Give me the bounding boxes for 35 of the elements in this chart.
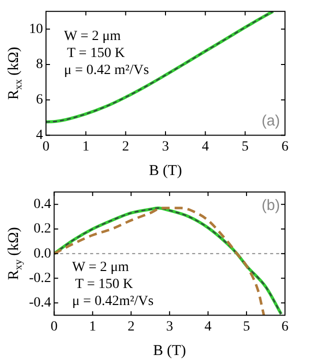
x-tick-label: 3 — [162, 139, 169, 154]
annotation: W = 2 μm — [72, 260, 130, 275]
y-tick-label: 10 — [29, 22, 43, 37]
annotation: μ = 0.42 m²/Vs — [64, 63, 149, 78]
y-tick-label: 0.0 — [34, 246, 52, 262]
x-tick-label: 4 — [204, 319, 212, 334]
annotation: (b) — [262, 197, 280, 214]
y-axis-title: Rxx (kΩ) — [6, 46, 24, 100]
x-tick-label: 1 — [89, 319, 96, 334]
x-tick-label: 4 — [202, 139, 209, 154]
x-tick-label: 6 — [282, 319, 288, 334]
x-tick-label: 0 — [50, 319, 58, 334]
y-tick-label: -0.2 — [28, 270, 52, 286]
x-tick-label: 2 — [122, 139, 130, 154]
x-tick-label: 0 — [42, 139, 50, 154]
x-tick-label: 6 — [282, 139, 288, 154]
x-axis-title: B (T) — [149, 162, 182, 179]
x-tick-label: 5 — [243, 319, 250, 334]
annotation: T = 150 K — [75, 276, 133, 292]
annotation: T = 150 K — [67, 46, 125, 62]
x-tick-label: 5 — [242, 139, 249, 154]
y-tick-label: 0.4 — [34, 196, 52, 212]
y-tick-label: 0.2 — [34, 222, 52, 237]
annotation: μ = 0.42m²/Vs — [72, 294, 154, 309]
x-tick-label: 1 — [82, 139, 90, 154]
x-axis-title: B (T) — [153, 342, 186, 359]
y-tick-label: 4 — [36, 128, 43, 143]
y-tick-label: 6 — [36, 92, 43, 108]
x-tick-label: 3 — [166, 319, 174, 334]
annotation: (a) — [262, 112, 280, 130]
y-axis-title: Rxy (kΩ) — [6, 227, 24, 280]
y-tick-label: 8 — [36, 57, 43, 72]
annotation: W = 2 μm — [64, 29, 121, 44]
x-tick-label: 2 — [128, 319, 135, 334]
y-tick-label: -0.4 — [28, 296, 52, 311]
